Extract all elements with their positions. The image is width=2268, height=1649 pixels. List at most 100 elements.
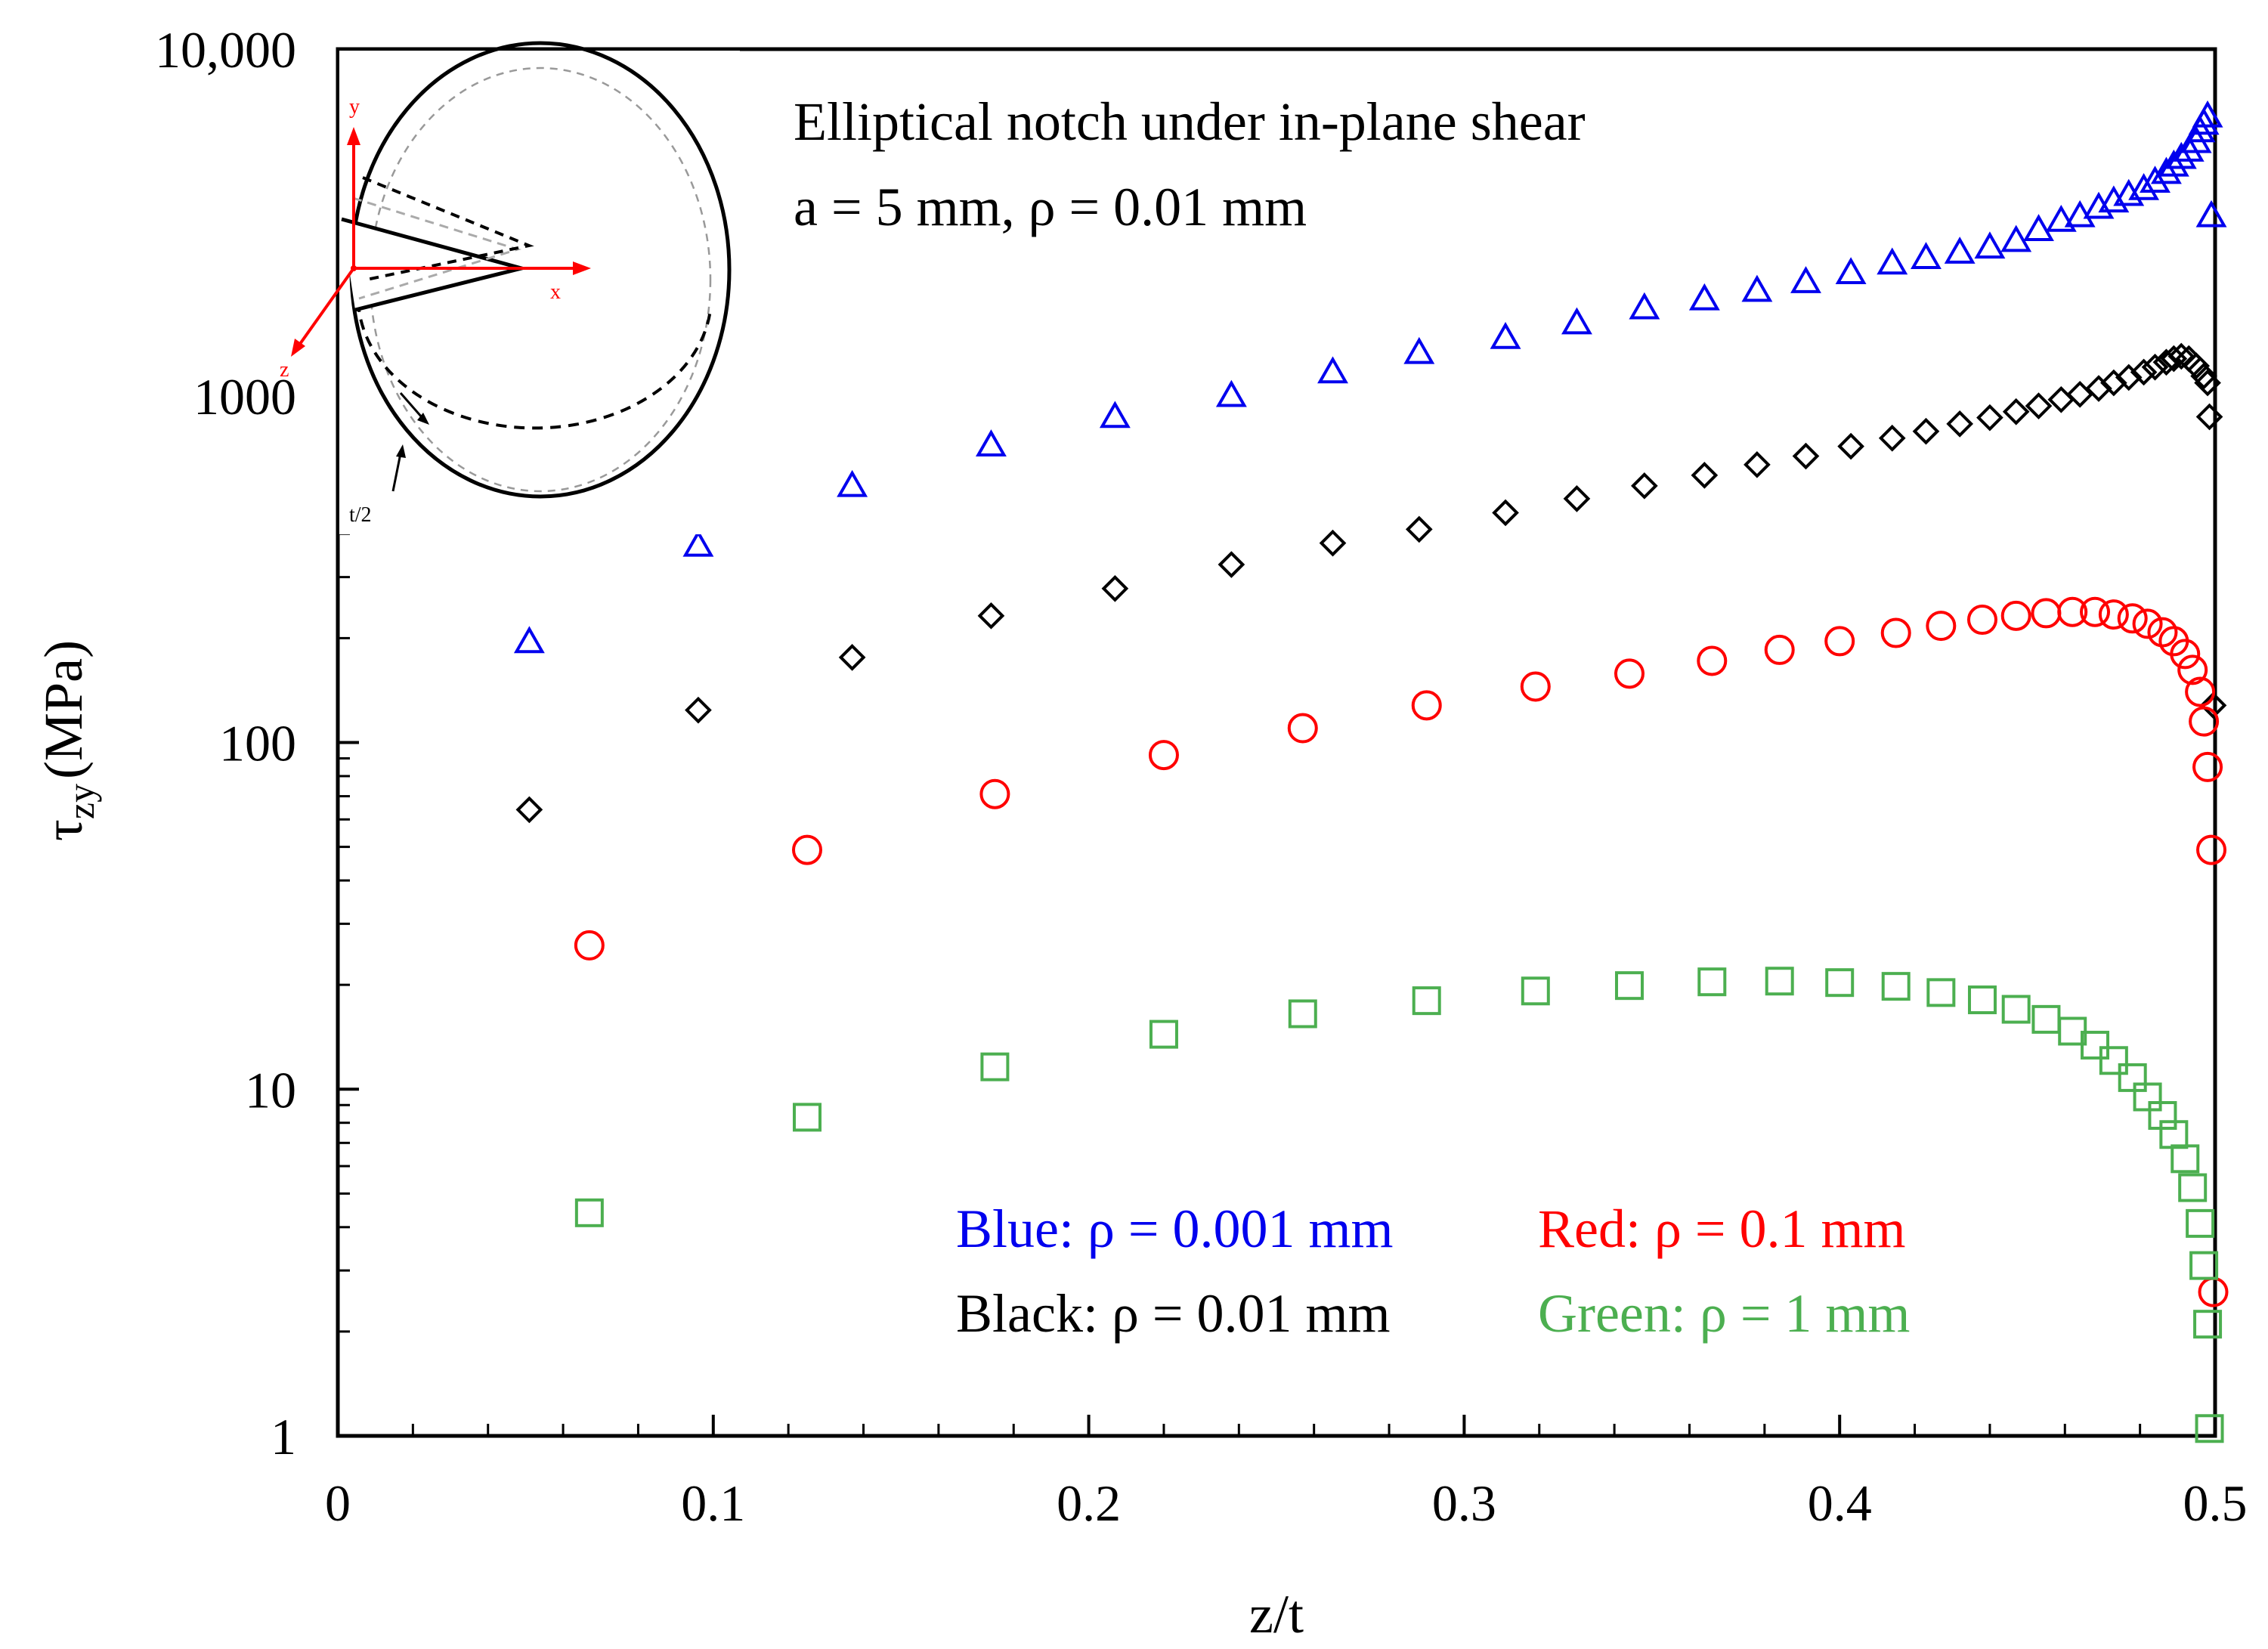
x-tick-label: 0.3 — [1432, 1474, 1496, 1532]
data-point-square — [2186, 1208, 2215, 1238]
data-point-triangle — [2173, 135, 2205, 162]
data-point-circle — [2098, 599, 2129, 630]
inset-schematic: y x z t/2 — [280, 41, 740, 534]
data-point-diamond — [977, 602, 1005, 630]
data-point-circle — [1764, 634, 1795, 665]
x-tick-label: 0.4 — [1808, 1474, 1872, 1532]
data-point-circle — [1411, 690, 1442, 721]
inset-z-axis — [295, 267, 355, 351]
y-axis-subscript: zy — [60, 784, 102, 819]
data-point-circle — [2177, 654, 2208, 685]
series-circle — [574, 596, 2229, 1307]
data-point-triangle — [2023, 214, 2054, 241]
data-point-circle — [1614, 658, 1645, 689]
series-square — [574, 967, 2224, 1443]
y-axis-ticks: 1 10 100 1000 10,000 — [155, 21, 359, 1465]
data-point-triangle — [1403, 336, 1435, 364]
data-point-square — [2178, 1173, 2208, 1202]
data-point-triangle — [2158, 149, 2189, 177]
data-point-circle — [2080, 596, 2111, 627]
data-point-circle — [2189, 706, 2220, 737]
data-point-square — [1288, 999, 1317, 1029]
y-tick-label: 10 — [245, 1061, 296, 1118]
data-point-diamond — [1976, 404, 2003, 432]
data-point-triangle — [1688, 283, 1720, 311]
data-point-triangle — [1215, 379, 1247, 407]
data-point-circle — [2000, 600, 2031, 631]
data-point-circle — [2117, 603, 2148, 634]
y-tick-label: 10,000 — [155, 21, 296, 79]
inset-y-arrow-icon — [347, 127, 360, 145]
y-tick-label: 1000 — [193, 368, 296, 425]
data-point-triangle — [1629, 292, 1660, 320]
data-point-diamond — [1744, 451, 1771, 478]
data-point-triangle — [1911, 242, 1942, 269]
data-point-triangle — [975, 429, 1007, 456]
data-point-diamond — [1101, 574, 1129, 602]
y-tick-label: 100 — [219, 715, 296, 772]
data-point-triangle — [1877, 247, 1908, 275]
data-point-circle — [574, 930, 605, 961]
data-point-square — [1521, 976, 1550, 1006]
data-point-square — [793, 1103, 821, 1132]
data-point-circle — [1287, 713, 1318, 744]
data-point-diamond — [1405, 515, 1433, 543]
data-point-square — [1697, 967, 1727, 997]
data-point-circle — [1966, 605, 1997, 636]
y-tick-label: 1 — [271, 1408, 296, 1465]
data-point-triangle — [513, 626, 545, 654]
inset-label-z: z — [280, 358, 289, 382]
x-tick-label: 0.5 — [2183, 1474, 2248, 1532]
data-point-circle — [1880, 617, 1911, 648]
data-point-diamond — [1691, 462, 1719, 489]
data-point-diamond — [2025, 392, 2053, 419]
data-point-square — [2193, 1310, 2223, 1339]
data-point-square — [2099, 1046, 2128, 1075]
data-point-diamond — [1319, 529, 1347, 557]
data-point-triangle — [1790, 266, 1821, 293]
series-triangle — [513, 100, 2227, 654]
y-axis-title: τzy (MPa) — [33, 640, 102, 841]
data-point-diamond — [2130, 358, 2158, 386]
data-point-diamond — [1878, 424, 1906, 452]
inset-dim-arrow-upper — [399, 392, 423, 418]
y-axis-unit: (MPa) — [33, 640, 94, 779]
data-point-diamond — [1792, 442, 1820, 470]
data-point-diamond — [1912, 417, 1940, 445]
inset-z-arrow-icon — [291, 339, 305, 357]
data-point-triangle — [837, 469, 868, 497]
data-point-circle — [2057, 596, 2088, 627]
data-point-diamond — [2194, 369, 2221, 397]
data-point-diamond — [1946, 410, 1974, 438]
data-point-diamond — [2100, 369, 2127, 397]
inset-dim-arrowhead-lower-icon — [396, 444, 406, 458]
data-point-circle — [1148, 740, 1179, 771]
data-point-triangle — [2045, 204, 2077, 232]
x-axis-ticks: 0 0.1 0.2 0.3 0.4 0.5 — [325, 1415, 2248, 1532]
data-point-square — [1765, 967, 1794, 996]
data-point-triangle — [1099, 401, 1131, 428]
data-point-circle — [2196, 834, 2227, 865]
inset-label-dimension: t/2 — [349, 503, 372, 527]
data-point-diamond — [2199, 691, 2227, 719]
data-point-square — [2195, 1414, 2224, 1443]
data-point-triangle — [1835, 257, 1867, 285]
inset-label-x: x — [550, 280, 561, 304]
y-axis-symbol: τ — [33, 819, 94, 841]
data-point-triangle — [2150, 156, 2182, 184]
data-point-square — [1825, 968, 1855, 998]
inset-x-arrow-icon — [573, 261, 591, 275]
legend-blue: Blue: ρ = 0.001 mm — [956, 1199, 1394, 1259]
data-point-triangle — [1317, 356, 1348, 384]
data-point-square — [980, 1052, 1010, 1081]
data-point-circle — [1824, 626, 1855, 657]
data-point-square — [2189, 1251, 2219, 1280]
data-point-square — [2148, 1100, 2177, 1130]
data-point-circle — [1926, 611, 1957, 642]
x-tick-label: 0.1 — [681, 1474, 745, 1532]
data-point-diamond — [685, 696, 712, 724]
data-point-square — [574, 1198, 604, 1227]
data-point-diamond — [1492, 499, 1519, 527]
data-point-triangle — [2195, 200, 2227, 227]
annotation-params: a = 5 mm, ρ = 0.01 mm — [794, 177, 1307, 237]
